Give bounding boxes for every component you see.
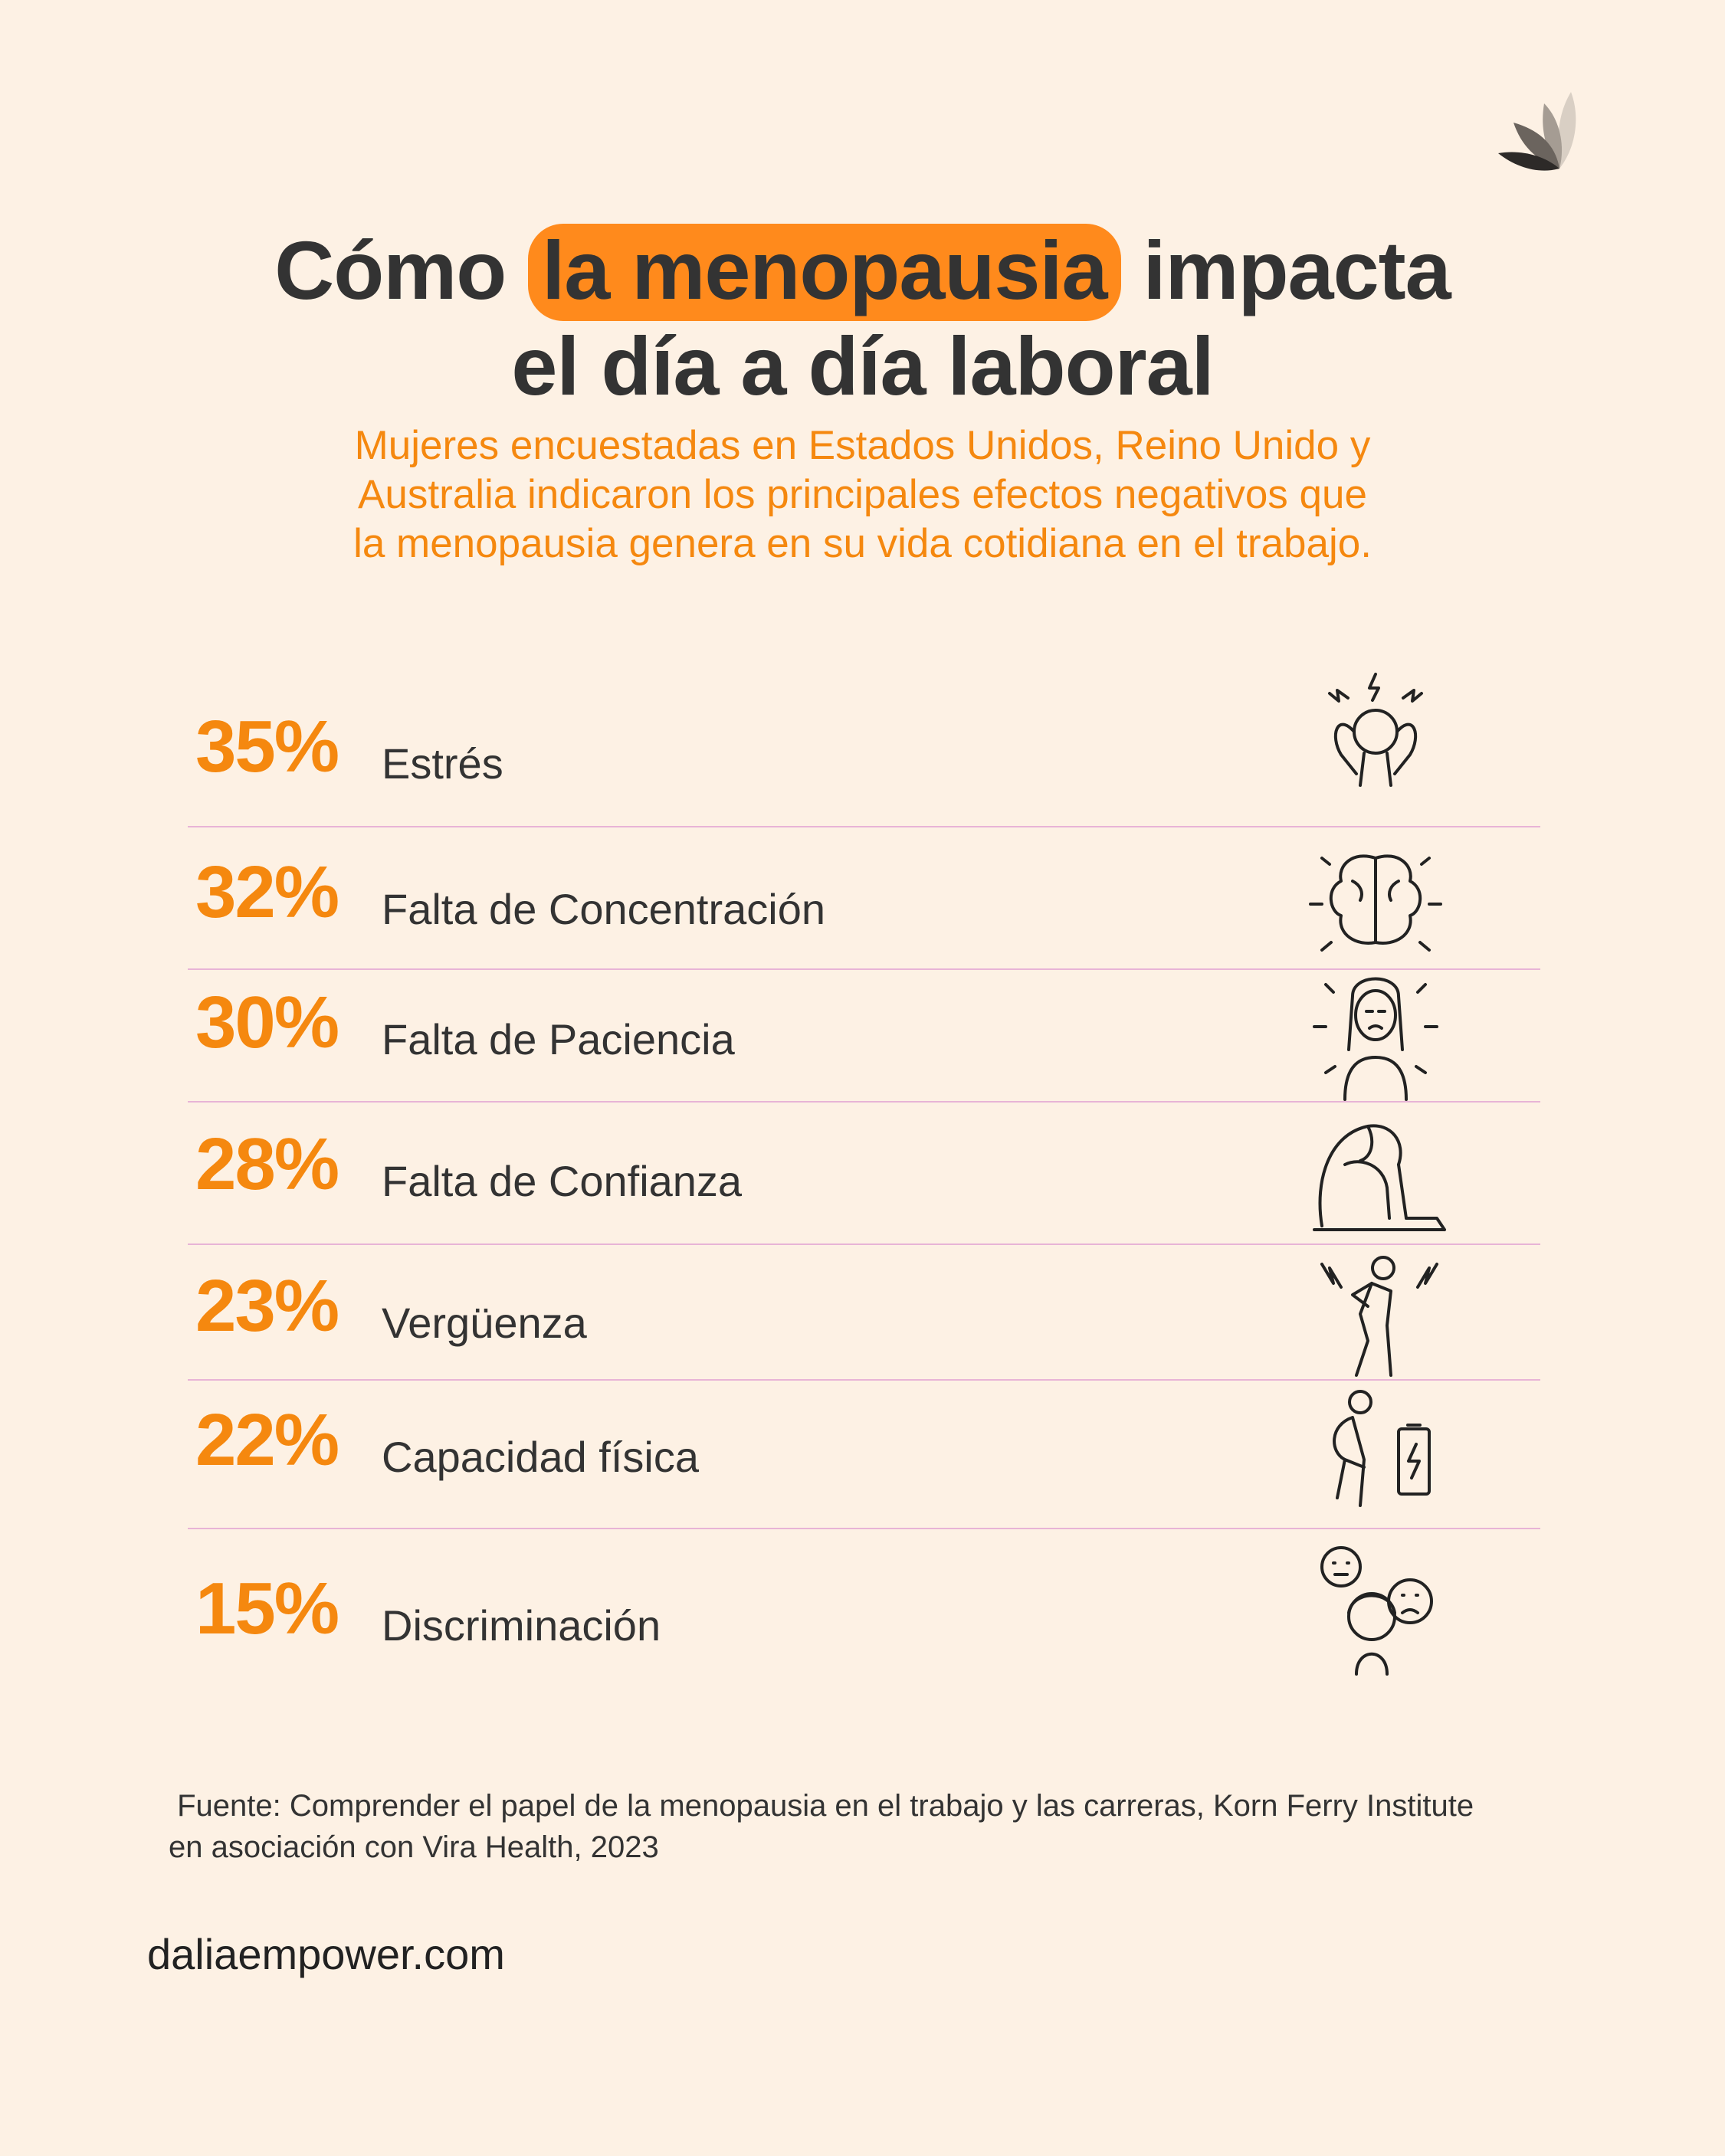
stat-percent: 28%	[195, 1123, 339, 1205]
divider	[188, 826, 1540, 827]
divider	[188, 1528, 1540, 1529]
frustrated-woman-icon	[1313, 977, 1438, 1101]
stat-percent: 23%	[195, 1265, 339, 1347]
source-note: Fuente: Comprender el papel de la menopa…	[169, 1785, 1625, 1868]
subtitle: Mujeres encuestadas en Estados Unidos, R…	[0, 421, 1725, 568]
page-title: Cómo la menopausia impacta el día a día …	[0, 222, 1725, 414]
stat-label: Falta de Concentración	[382, 885, 826, 933]
stat-label: Capacidad física	[382, 1433, 700, 1481]
excluded-person-icon	[1320, 1546, 1433, 1676]
divider	[188, 1243, 1540, 1245]
stat-label: Discriminación	[382, 1601, 661, 1650]
stat-percent: 32%	[195, 851, 339, 933]
stat-label: Falta de Confianza	[382, 1157, 743, 1205]
subtitle-line-2: Australia indicaron los principales efec…	[358, 472, 1367, 517]
divider	[188, 968, 1540, 970]
stat-label: Vergüenza	[382, 1299, 587, 1347]
title-pre: Cómo	[274, 224, 529, 316]
ashamed-person-icon	[1320, 1256, 1438, 1377]
stat-label: Falta de Paciencia	[382, 1015, 735, 1063]
source-line-1: Fuente: Comprender el papel de la menopa…	[169, 1789, 1474, 1823]
title-line-2: el día a día laboral	[511, 319, 1214, 412]
stat-percent: 15%	[195, 1568, 339, 1650]
subtitle-line-3: la menopausia genera en su vida cotidian…	[353, 521, 1372, 566]
brain-icon	[1309, 854, 1442, 952]
title-line-1: Cómo la menopausia impacta	[0, 222, 1725, 321]
stressed-person-icon	[1328, 673, 1423, 787]
divider	[188, 1379, 1540, 1381]
title-post: impacta	[1120, 224, 1451, 316]
source-line-2: en asociación con Vira Health, 2023	[169, 1830, 659, 1864]
tired-person-battery-icon	[1333, 1390, 1431, 1507]
title-highlight: la menopausia	[528, 224, 1121, 321]
subtitle-line-1: Mujeres encuestadas en Estados Unidos, R…	[354, 423, 1371, 468]
divider	[188, 1101, 1540, 1103]
website-link[interactable]: daliaempower.com	[147, 1930, 505, 1978]
stat-label: Estrés	[382, 739, 503, 788]
stat-percent: 22%	[195, 1399, 339, 1481]
sitting-hugging-knees-icon	[1313, 1124, 1446, 1231]
brand-logo-icon	[1498, 92, 1576, 171]
stat-percent: 35%	[195, 706, 339, 788]
stat-percent: 30%	[195, 981, 339, 1063]
